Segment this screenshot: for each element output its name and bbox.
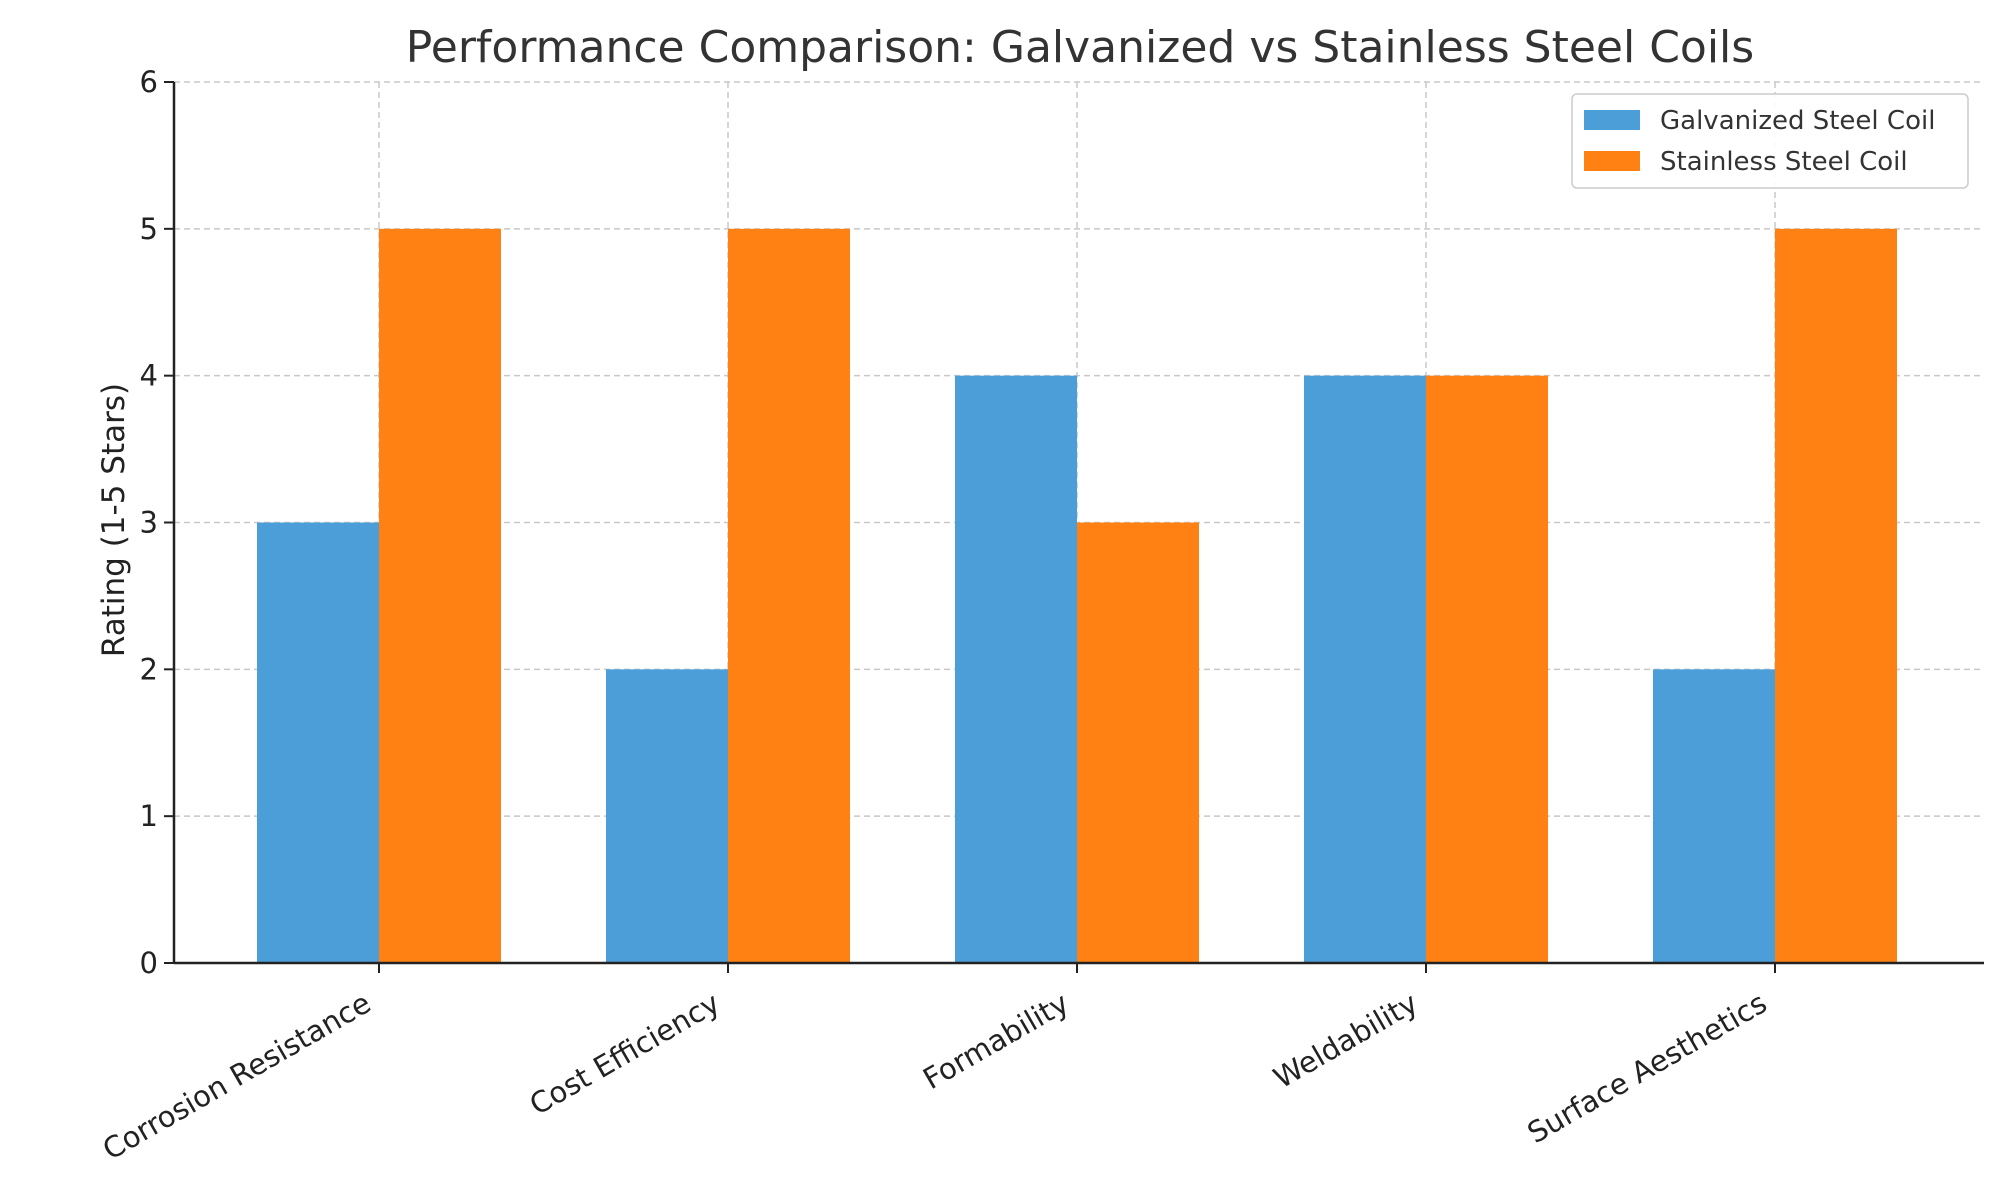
y-tick-label: 5 [140, 212, 158, 246]
y-tick-label: 3 [140, 506, 158, 540]
legend: Galvanized Steel Coil Stainless Steel Coi… [1571, 93, 1969, 189]
bar-galvanized-weldability [1304, 375, 1426, 964]
legend-swatch [1584, 110, 1640, 130]
bars [257, 228, 1897, 964]
y-tick-label: 1 [140, 799, 158, 833]
bar-stainless-cost-efficiency [728, 228, 850, 964]
bar-stainless-formability [1077, 522, 1199, 963]
bar-galvanized-surface-aesthetics [1653, 669, 1775, 963]
x-tick-label: Weldability [1268, 986, 1424, 1096]
y-axis-label: Rating (1-5 Stars) [96, 383, 132, 657]
x-tick-labels: Corrosion Resistance Cost Efficiency Forma… [97, 986, 1773, 1167]
y-tick-label: 4 [140, 359, 158, 393]
bar-stainless-weldability [1426, 375, 1548, 964]
bar-galvanized-formability [955, 375, 1077, 964]
bar-stainless-corrosion-resistance [379, 228, 501, 964]
y-tick-labels: 0 1 2 3 4 5 6 [140, 65, 158, 980]
y-tick-label: 6 [140, 65, 158, 99]
bar-galvanized-cost-efficiency [606, 669, 728, 963]
x-tick-label: Formability [917, 986, 1074, 1096]
legend-box [1571, 93, 1969, 189]
axes [164, 81, 1984, 973]
y-tick-label: 2 [140, 652, 158, 686]
legend-label: Galvanized Steel Coil [1660, 106, 1935, 136]
chart-title: Performance Comparison: Galvanized vs St… [406, 22, 1754, 73]
bar-stainless-surface-aesthetics [1775, 228, 1897, 964]
y-tick-label: 0 [140, 946, 158, 980]
legend-label: Stainless Steel Coil [1660, 147, 1908, 177]
legend-swatch [1584, 151, 1640, 171]
x-tick-label: Surface Aesthetics [1522, 986, 1773, 1150]
bar-galvanized-corrosion-resistance [257, 522, 379, 963]
x-tick-label: Cost Efficiency [524, 986, 726, 1122]
x-tick-label: Corrosion Resistance [97, 986, 377, 1167]
